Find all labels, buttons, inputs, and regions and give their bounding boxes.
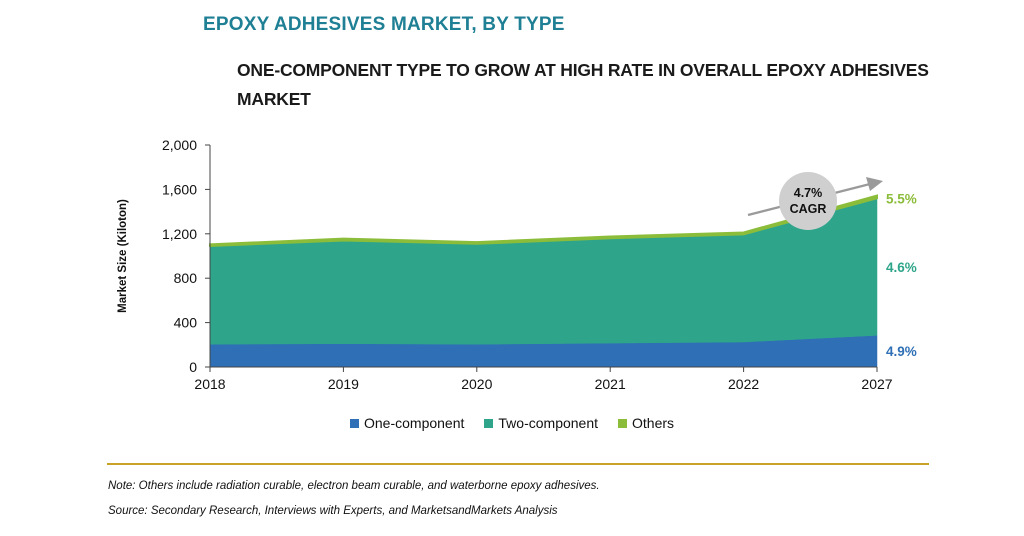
area-chart: 0 400 800 1,200 1,600 2,000 2018 2019 2020 2021 20… <box>117 137 917 392</box>
x-tick-label: 2027 <box>861 376 892 392</box>
legend-item-one-component: One-component <box>350 415 464 431</box>
cagr-circle <box>779 172 837 230</box>
footnote: Note: Others include radiation curable, … <box>108 480 600 492</box>
area-series-two-component <box>209 197 878 345</box>
legend-label-two-component: Two-component <box>498 415 599 431</box>
legend-swatch-two-component <box>484 418 494 428</box>
source-note: Source: Secondary Research, Interviews w… <box>108 505 558 517</box>
y-axis-label: Market Size (Kiloton) <box>117 199 129 313</box>
cagr-value: 4.7% <box>794 186 823 200</box>
cagr-label-others: 5.5% <box>886 192 917 207</box>
legend-label-one-component: One-component <box>364 415 465 431</box>
x-tick-label: 2019 <box>328 376 359 392</box>
x-tick-label: 2020 <box>461 376 492 392</box>
x-tick-label: 2018 <box>194 376 225 392</box>
cagr-arrow-head <box>866 177 883 191</box>
y-tick-label: 800 <box>174 270 198 286</box>
y-tick-label: 1,600 <box>162 181 197 197</box>
legend-item-others: Others <box>618 415 674 431</box>
legend: One-component Two-component Others <box>350 415 674 431</box>
legend-label-others: Others <box>632 415 675 431</box>
cagr-label-two-component: 4.6% <box>886 260 917 275</box>
cagr-label-one-component: 4.9% <box>886 344 917 359</box>
y-tick-label: 2,000 <box>162 137 197 153</box>
legend-swatch-others <box>618 418 628 428</box>
cagr-text: CAGR <box>790 202 827 216</box>
y-tick-label: 1,200 <box>162 226 197 242</box>
y-tick-label: 0 <box>189 359 197 375</box>
area-series-others <box>209 194 878 248</box>
y-tick-label: 400 <box>174 315 198 331</box>
legend-item-two-component: Two-component <box>484 415 598 431</box>
legend-swatch-one-component <box>350 418 359 428</box>
chart-title: EPOXY ADHESIVES MARKET, BY TYPE <box>203 14 565 35</box>
footer-divider <box>107 463 929 465</box>
x-tick-label: 2022 <box>728 376 759 392</box>
x-tick-label: 2021 <box>595 376 626 392</box>
chart-subtitle: ONE-COMPONENT TYPE TO GROW AT HIGH RATE … <box>237 60 929 109</box>
